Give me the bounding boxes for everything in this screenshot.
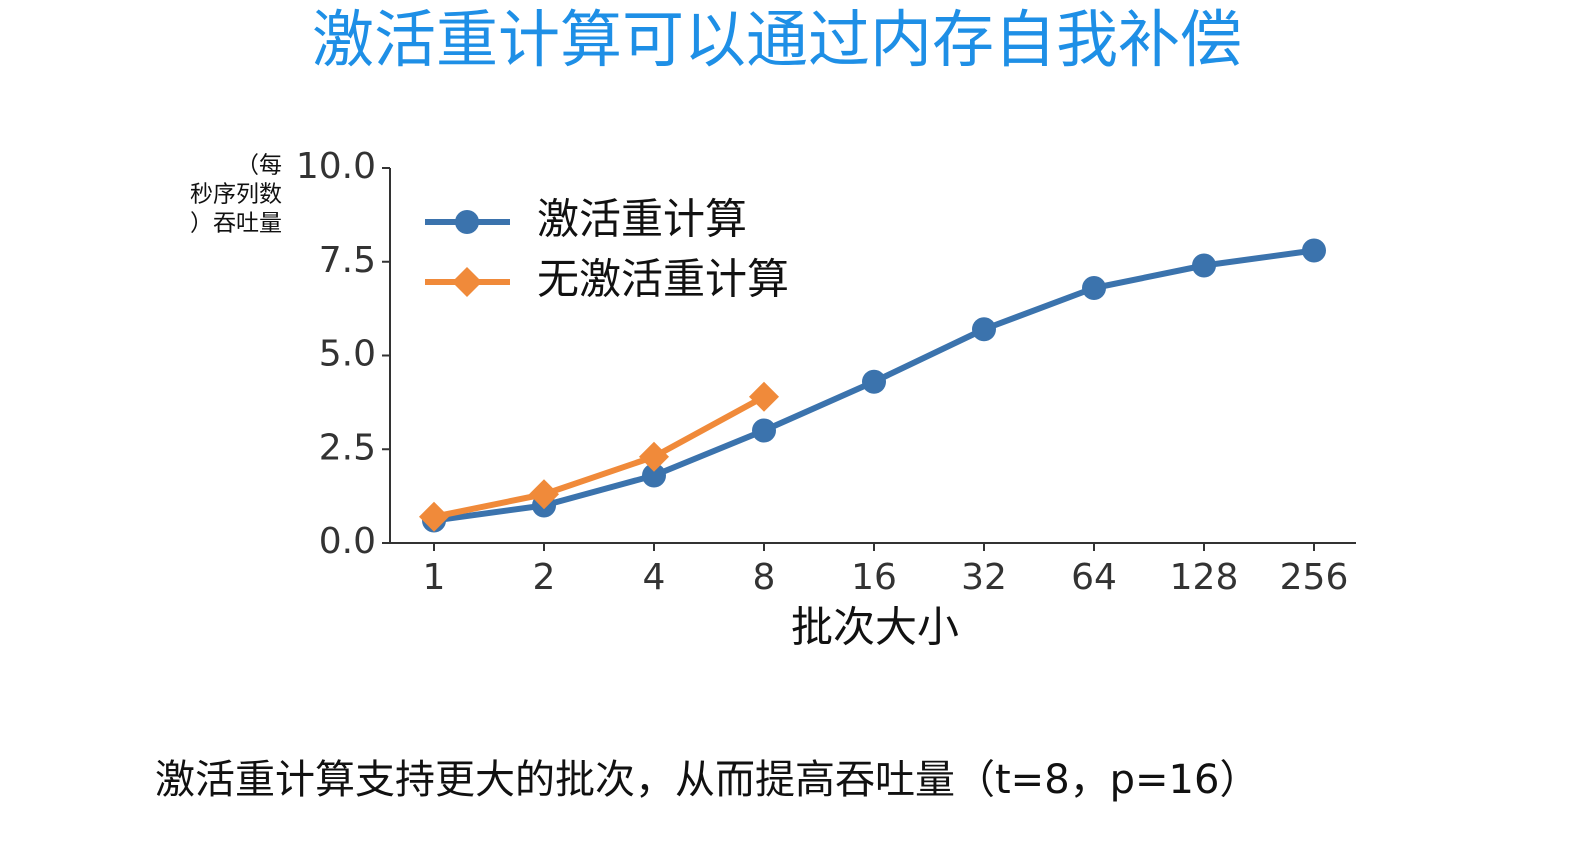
marker	[749, 381, 779, 412]
legend-label: 无激活重计算	[537, 255, 789, 304]
y-tick-label: 0.0	[319, 521, 376, 562]
marker	[972, 317, 996, 342]
y-tick-label: 10.0	[296, 146, 376, 187]
marker	[455, 210, 479, 234]
x-tick-label: 64	[1071, 557, 1117, 598]
x-tick-label: 2	[533, 557, 556, 598]
y-axis-label: 秒序列数	[190, 182, 282, 208]
marker	[642, 463, 666, 488]
series-line	[433, 394, 766, 520]
x-tick-label: 128	[1170, 557, 1239, 598]
marker	[752, 418, 776, 443]
y-axis-label: ）吞吐量	[190, 211, 282, 237]
marker	[419, 501, 449, 532]
marker	[529, 479, 559, 510]
y-axis-label: （每	[236, 153, 282, 179]
x-axis-label: 批次大小	[791, 603, 959, 652]
marker	[452, 267, 482, 297]
x-tick-label: 4	[643, 557, 666, 598]
slide-title: 激活重计算可以通过内存自我补偿	[312, 3, 1242, 76]
marker	[1082, 276, 1106, 300]
legend-label: 激活重计算	[537, 195, 747, 244]
marker	[1192, 253, 1216, 278]
x-tick-label: 1	[423, 557, 446, 598]
marker	[862, 369, 886, 394]
x-tick-label: 8	[753, 557, 776, 598]
x-tick-label: 16	[851, 557, 897, 598]
y-tick-label: 7.5	[319, 240, 376, 281]
y-tick-label: 5.0	[319, 334, 376, 375]
y-tick-label: 2.5	[319, 427, 376, 468]
marker	[1302, 238, 1326, 263]
x-tick-label: 32	[961, 557, 1007, 598]
marker	[639, 441, 669, 472]
caption: 激活重计算支持更大的批次，从而提高吞吐量（t=8，p=16）	[155, 757, 1259, 803]
x-tick-label: 256	[1280, 557, 1349, 598]
